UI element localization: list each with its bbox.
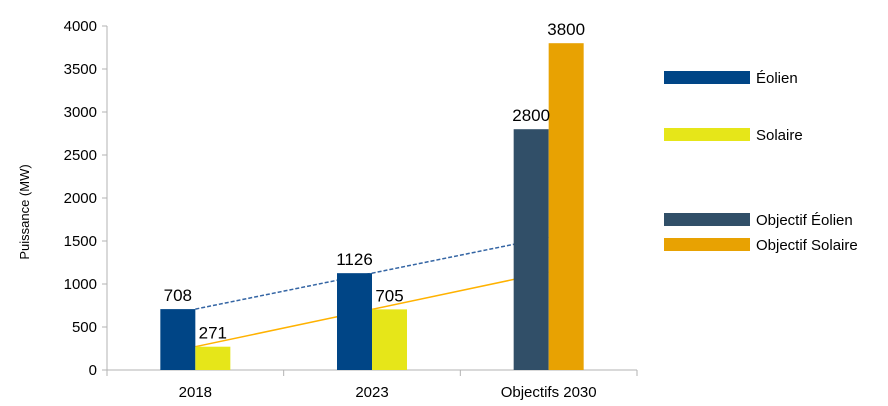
legend-swatch bbox=[664, 71, 750, 84]
x-tick-label: 2023 bbox=[355, 384, 388, 401]
y-tick-label: 2500 bbox=[64, 147, 97, 164]
bar-objectif-solaire-objectifs-2030 bbox=[548, 43, 584, 370]
y-tick-label: 2000 bbox=[64, 190, 97, 207]
data-label: 705 bbox=[375, 286, 403, 305]
data-label: 708 bbox=[164, 286, 192, 305]
y-tick-label: 3500 bbox=[64, 61, 97, 78]
bar-eolien-2018 bbox=[160, 309, 196, 370]
axes-layer: 0 500 1000 1500 2000 2500 3000 3500 4000 2018 2023… bbox=[64, 18, 638, 401]
y-tick-label: 1000 bbox=[64, 276, 97, 293]
bars-layer bbox=[160, 43, 584, 370]
y-tick-label: 4000 bbox=[64, 18, 97, 35]
bar-eolien-2023 bbox=[337, 273, 372, 370]
legend-swatch bbox=[664, 238, 750, 251]
legend-label: Objectif Éolien bbox=[756, 212, 853, 229]
legend-label: Solaire bbox=[756, 127, 803, 144]
data-label: 271 bbox=[199, 324, 227, 343]
y-tick-label: 3000 bbox=[64, 104, 97, 121]
y-tick-label: 500 bbox=[72, 319, 97, 336]
legend-label: Objectif Solaire bbox=[756, 237, 858, 254]
y-tick-label: 1500 bbox=[64, 233, 97, 250]
legend: Éolien Solaire Objectif Éolien Objectif Sol… bbox=[664, 70, 858, 254]
data-label: 2800 bbox=[512, 106, 550, 125]
bar-objectif-eolien-objectifs-2030 bbox=[513, 129, 549, 370]
x-tick-label: 2018 bbox=[179, 384, 212, 401]
data-label: 3800 bbox=[547, 20, 585, 39]
bar-solaire-2018 bbox=[195, 346, 231, 370]
legend-swatch bbox=[664, 213, 750, 226]
legend-swatch bbox=[664, 128, 750, 141]
legend-label: Éolien bbox=[756, 70, 798, 87]
x-tick-label: Objectifs 2030 bbox=[501, 384, 597, 401]
y-tick-label: 0 bbox=[89, 362, 97, 379]
y-axis-title: Puissance (MW) bbox=[17, 164, 32, 259]
bar-solaire-2023 bbox=[372, 309, 407, 370]
data-label: 1126 bbox=[336, 250, 373, 269]
